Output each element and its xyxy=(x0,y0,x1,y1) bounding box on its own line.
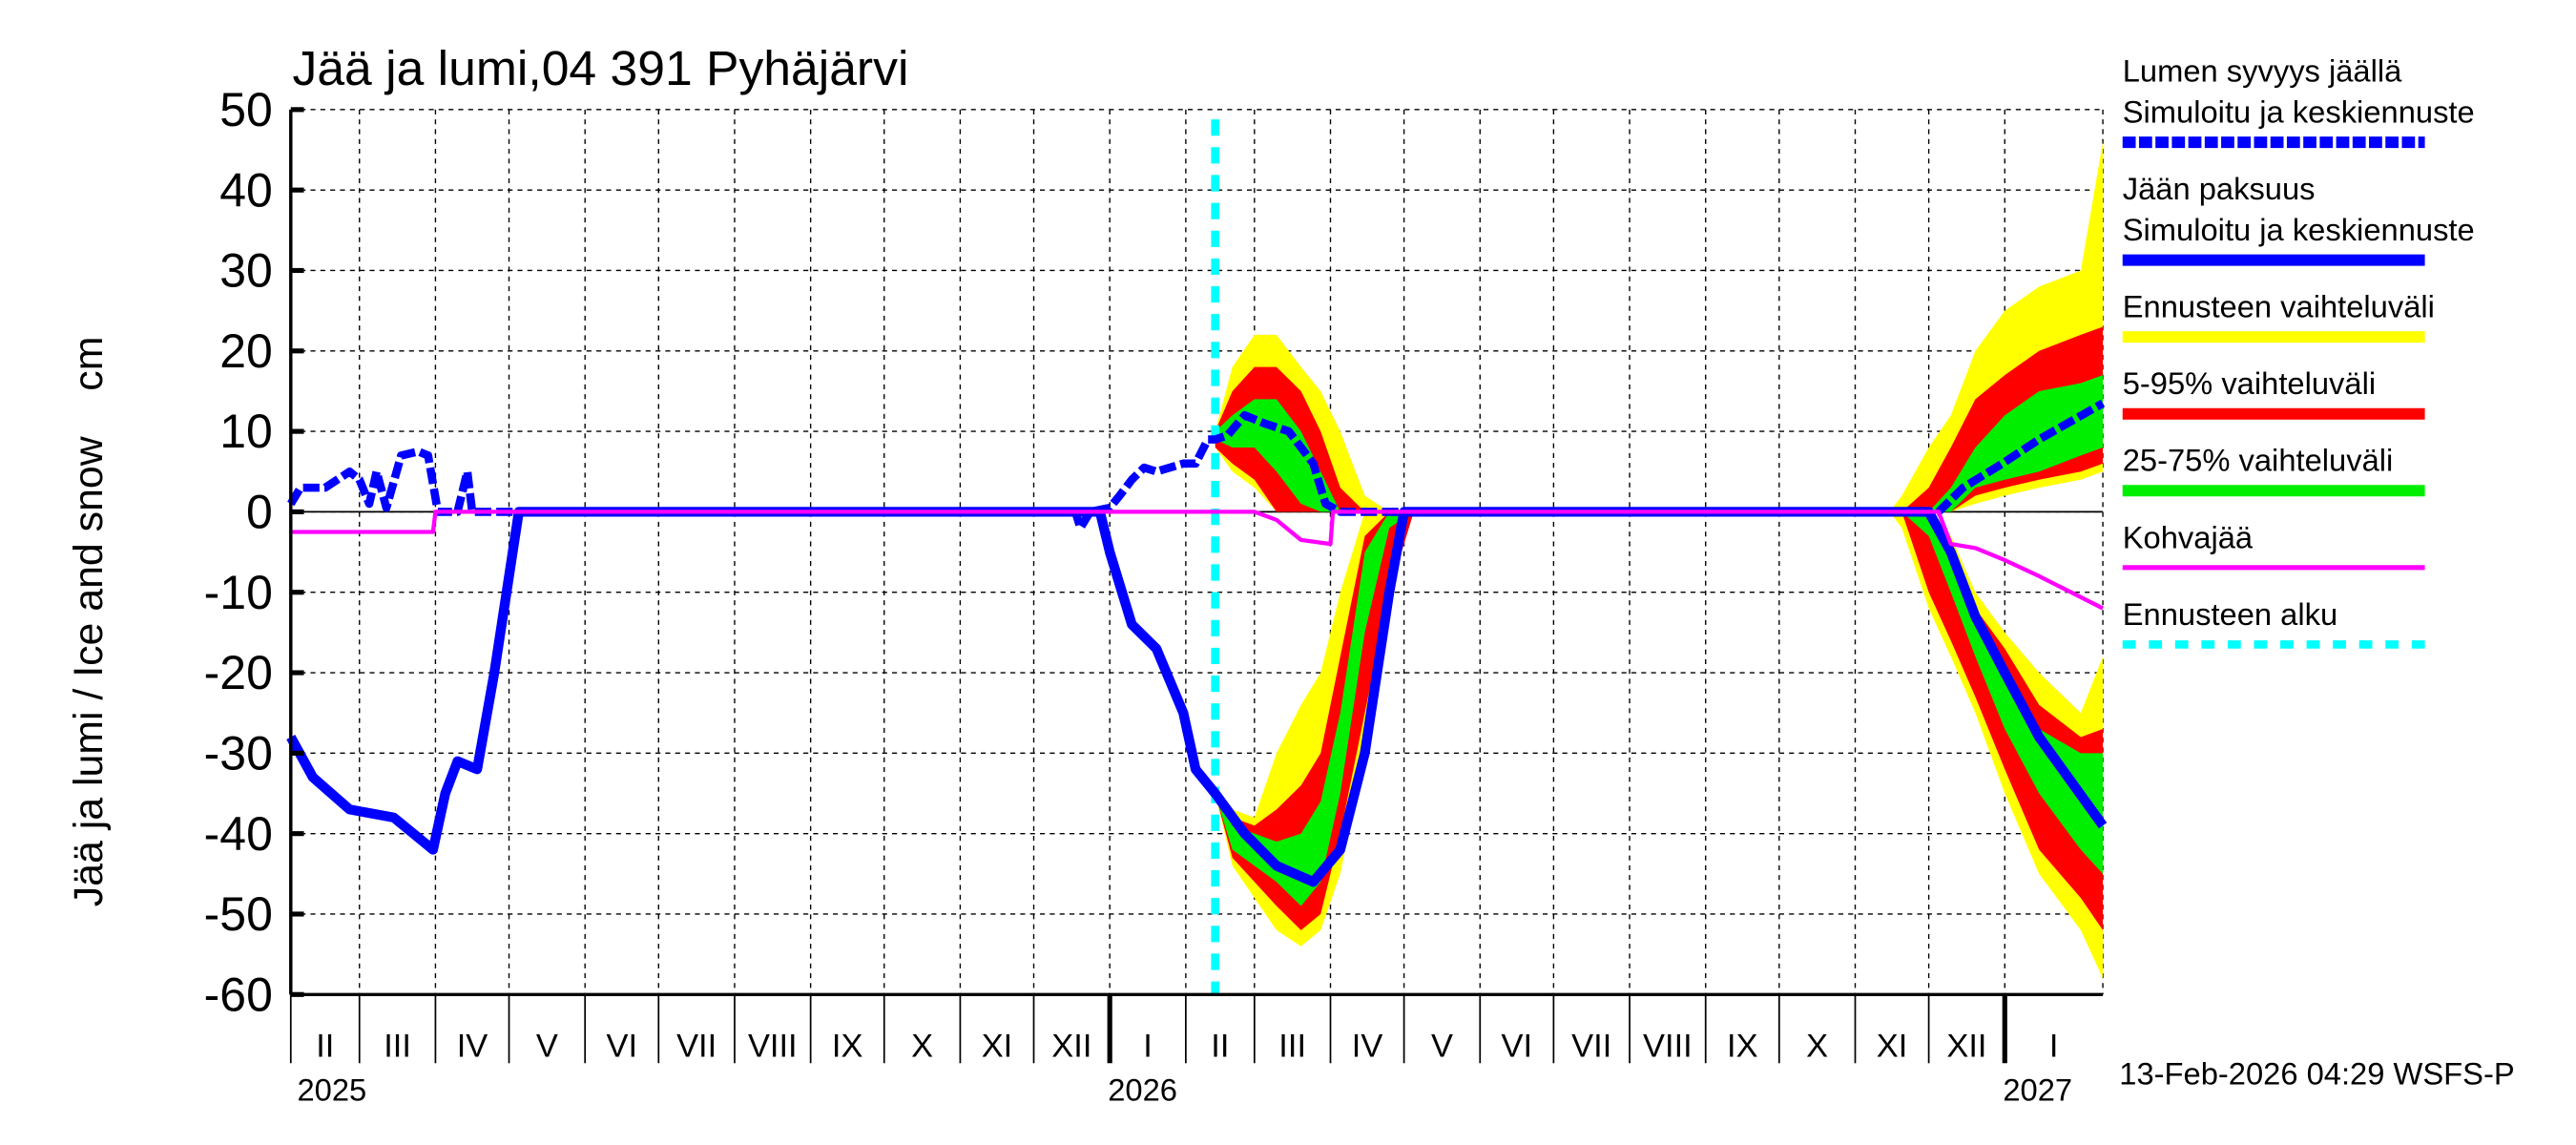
legend: Lumen syvyys jäällä Simuloitu ja keskienn… xyxy=(2123,53,2475,649)
month-label: I xyxy=(2049,1028,2059,1064)
forecast-bands xyxy=(1211,119,2104,995)
y-tick-label: -60 xyxy=(204,968,273,1022)
month-label: IX xyxy=(832,1028,863,1064)
month-label: XII xyxy=(1946,1028,1986,1064)
month-label: IV xyxy=(457,1028,488,1064)
legend-label: Simuloitu ja keskiennuste xyxy=(2123,94,2475,130)
band-ice-winter-p25-75 xyxy=(1889,511,2104,874)
y-tick-label: -40 xyxy=(204,807,273,861)
y-tick-label: 50 xyxy=(219,83,273,136)
month-label: XII xyxy=(1051,1028,1091,1064)
month-label: V xyxy=(536,1028,558,1064)
snow-depth-line xyxy=(287,399,2106,532)
month-label: IV xyxy=(1352,1028,1383,1064)
month-label: II xyxy=(1211,1028,1229,1064)
month-label: III xyxy=(1278,1028,1306,1064)
y-tick-label: -30 xyxy=(204,727,273,781)
legend-label: Ennusteen vaihteluväli xyxy=(2123,289,2435,324)
legend-label: 25-75% vaihteluväli xyxy=(2123,443,2394,478)
slush-ice-line xyxy=(290,510,2105,611)
legend-label: 5-95% vaihteluväli xyxy=(2123,365,2376,401)
chart-title: Jää ja lumi,04 391 Pyhäjärvi xyxy=(293,40,909,95)
month-label: VIII xyxy=(1643,1028,1693,1064)
legend-label: Kohvajää xyxy=(2123,519,2254,554)
month-label: X xyxy=(1806,1028,1828,1064)
month-label: X xyxy=(911,1028,933,1064)
legend-label: Simuloitu ja keskiennuste xyxy=(2123,212,2475,247)
year-label: 2025 xyxy=(297,1072,366,1108)
legend-label: Ennusteen alku xyxy=(2123,596,2337,632)
y-tick-label: -20 xyxy=(204,646,273,699)
y-tick-label: 20 xyxy=(219,324,273,378)
y-tick-label: 30 xyxy=(219,244,273,298)
legend-label: Jään paksuus xyxy=(2123,171,2316,206)
y-axis-label: Jää ja lumi / Ice and snow cm xyxy=(66,337,112,907)
band-ice-spring-p25-75 xyxy=(1215,511,1414,906)
band-ice-winter-p5-95 xyxy=(1889,511,2104,930)
timestamp: 13-Feb-2026 04:29 WSFS-P xyxy=(2119,1056,2514,1092)
month-label: XI xyxy=(982,1028,1013,1064)
year-label: 2026 xyxy=(1108,1072,1177,1108)
month-label: VI xyxy=(606,1028,637,1064)
month-label: VII xyxy=(1571,1028,1611,1064)
legend-label: Lumen syvyys jäällä xyxy=(2123,53,2402,89)
grid xyxy=(290,109,2104,995)
y-tick-label: -50 xyxy=(204,887,273,941)
month-label: IX xyxy=(1727,1028,1758,1064)
series-lines xyxy=(286,399,2108,887)
y-tick-label: 40 xyxy=(219,163,273,217)
y-tick-label: 10 xyxy=(219,405,273,458)
month-label: III xyxy=(384,1028,411,1064)
month-label: VIII xyxy=(748,1028,798,1064)
band-snow-winter-p25-75 xyxy=(1889,375,2104,512)
month-label: V xyxy=(1431,1028,1453,1064)
month-label: I xyxy=(1143,1028,1153,1064)
ice-thickness-line xyxy=(286,507,2108,887)
month-label: VII xyxy=(676,1028,717,1064)
y-tick-label: -10 xyxy=(204,566,273,619)
year-label: 2027 xyxy=(2003,1072,2072,1108)
y-tick-label: 0 xyxy=(246,486,273,539)
month-label: XI xyxy=(1877,1028,1908,1064)
month-label: VI xyxy=(1502,1028,1533,1064)
month-label: II xyxy=(316,1028,334,1064)
